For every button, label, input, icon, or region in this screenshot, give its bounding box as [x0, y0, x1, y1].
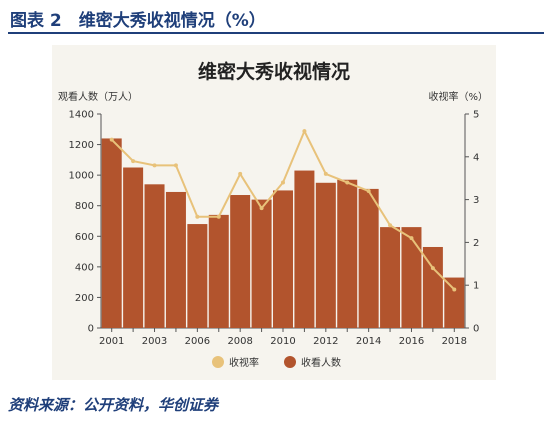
legend-label: 收视率 [229, 356, 259, 369]
rating-point [409, 236, 414, 241]
x-tick-label: 2003 [142, 336, 167, 347]
x-tick-label: 2010 [270, 336, 295, 347]
bar [230, 195, 251, 328]
rating-point [388, 223, 393, 228]
rating-point [452, 287, 457, 292]
bar [165, 191, 186, 328]
axes: 0 200 400 600 800 1000 1200 1400 0 1 2 3 4 5 2001 2003 2… [69, 110, 480, 348]
legend-label: 收看人数 [301, 356, 341, 369]
left-tick-label: 800 [75, 201, 94, 212]
title-rule [8, 32, 544, 34]
bar [422, 246, 443, 328]
right-tick-label: 2 [473, 238, 479, 249]
bar [401, 227, 422, 328]
rating-point [302, 129, 307, 134]
bar [123, 167, 144, 328]
bar [380, 227, 401, 328]
rating-line [109, 128, 457, 292]
x-tick-label: 2016 [399, 336, 424, 347]
rating-point [281, 180, 285, 185]
bar [101, 138, 122, 328]
bar [144, 184, 165, 328]
rating-point [131, 159, 136, 164]
source-note: 资料来源：公开资料，华创证券 [8, 396, 219, 414]
rating-point [259, 206, 264, 211]
x-tick-label: 2008 [227, 336, 252, 347]
rating-point [109, 137, 114, 142]
right-tick-label: 1 [473, 281, 479, 292]
bar [187, 224, 208, 328]
right-tick-label: 5 [473, 110, 479, 121]
chart-title: 维密大秀收视情况 [198, 60, 350, 83]
rating-point [152, 163, 157, 168]
bars [101, 138, 465, 328]
bar [294, 170, 315, 328]
left-tick-label: 1200 [69, 140, 94, 151]
left-tick-label: 1400 [69, 110, 94, 121]
right-axis-label: 收视率（%） [428, 90, 488, 103]
bar [208, 214, 229, 328]
legend-marker [284, 356, 296, 368]
rating-point [430, 266, 435, 271]
x-tick-label: 2012 [313, 336, 338, 347]
x-tick-label: 2018 [442, 336, 467, 347]
rating-point [173, 163, 178, 168]
x-tick-label: 2001 [99, 336, 124, 347]
x-tick-label: 2006 [185, 336, 210, 347]
left-tick-label: 1000 [69, 171, 94, 182]
rating-point [323, 171, 328, 176]
bar [358, 188, 379, 328]
left-tick-label: 0 [88, 324, 94, 335]
rating-point [345, 180, 350, 185]
rating-point [238, 171, 243, 176]
bar [337, 179, 358, 328]
rating-point [366, 189, 371, 194]
right-tick-label: 0 [473, 324, 479, 335]
x-tick-label: 2014 [356, 336, 381, 347]
figure-label: 图表 2 维密大秀收视情况（%） [10, 11, 266, 31]
bar [315, 182, 336, 328]
bar [251, 199, 272, 328]
legend-marker [212, 356, 224, 368]
left-tick-label: 200 [75, 293, 94, 304]
bar [273, 190, 293, 328]
right-tick-label: 3 [473, 195, 479, 206]
rating-point [216, 214, 221, 219]
left-tick-label: 400 [75, 262, 94, 273]
bar [444, 277, 465, 328]
rating-point [195, 214, 200, 219]
left-tick-label: 600 [75, 232, 94, 243]
right-tick-label: 4 [473, 152, 479, 163]
legend: 收视率 收看人数 [212, 356, 341, 369]
left-axis-label: 观看人数（万人） [58, 90, 138, 103]
